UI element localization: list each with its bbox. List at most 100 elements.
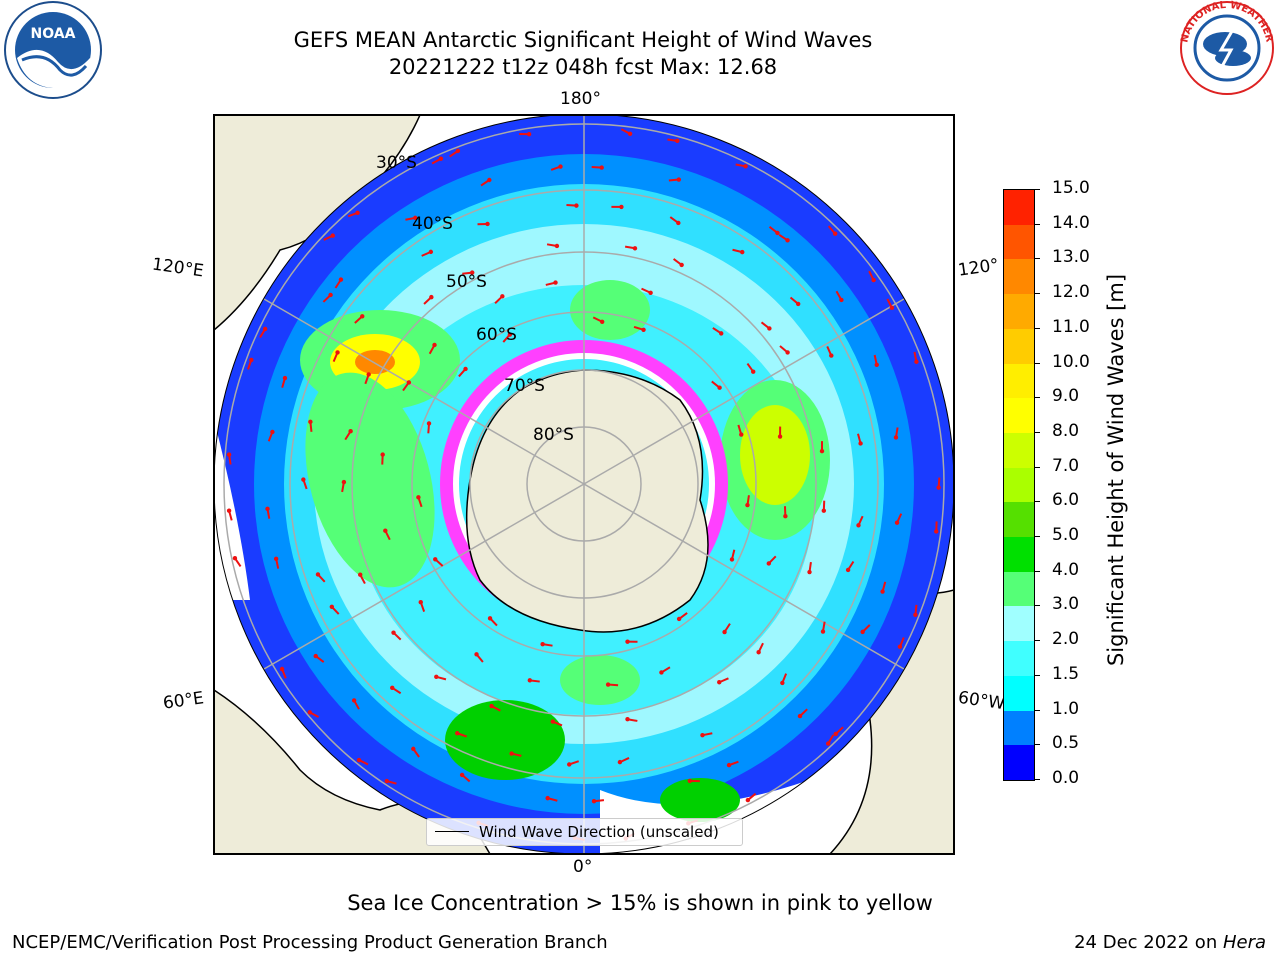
lat-label-40s: 40°S <box>412 214 453 234</box>
wave-direction-arrowhead <box>783 513 788 519</box>
wave-direction-arrowhead <box>858 441 863 446</box>
wave-direction-arrowhead <box>329 604 335 609</box>
wave-direction-arrowhead <box>366 372 371 377</box>
wave-direction-arrowhead <box>455 731 460 736</box>
wave-direction-arrowhead <box>819 448 825 454</box>
wave-direction-arrowhead <box>279 666 285 672</box>
wave-direction-arrowhead <box>553 280 558 285</box>
nws-logo: NATIONAL WEATHER SERVICE <box>1175 0 1275 95</box>
legend-label: Wind Wave Direction (unscaled) <box>479 823 719 841</box>
wave-direction-arrowhead <box>307 710 312 715</box>
wave-direction-arrowhead <box>358 572 363 577</box>
wave-direction-arrowhead <box>500 294 505 299</box>
wave-direction-arrowhead <box>270 429 275 435</box>
colorbar-label: Significant Height of Wind Waves [m] <box>1104 273 1128 667</box>
colorbar-segment <box>1004 571 1034 607</box>
footer-date-text: 24 Dec 2022 on <box>1074 932 1223 953</box>
wave-direction-arrowhead <box>722 629 727 635</box>
colorbar-tick-label: 7.0 <box>1052 455 1080 476</box>
wave-direction-arrowhead <box>348 429 353 434</box>
wave-direction-arrowhead <box>273 556 279 562</box>
wind-wave-arrows <box>226 128 941 841</box>
wave-direction-arrowhead <box>726 762 732 768</box>
wave-direction-arrowhead <box>455 148 461 154</box>
colorbar-segment <box>1004 745 1034 780</box>
colorbar-tick-mark <box>1034 223 1040 225</box>
wave-direction-arrowhead <box>335 350 340 355</box>
colorbar-segment <box>1004 190 1034 225</box>
wave-direction-arrowhead <box>719 331 724 336</box>
colorbar-segment <box>1004 502 1034 538</box>
wave-direction-arrowhead <box>554 243 560 249</box>
colorbar-tick-mark <box>1034 674 1040 676</box>
wave-direction-arrowhead <box>856 523 861 528</box>
wave-direction-arrowhead <box>880 589 885 594</box>
colorbar-segment <box>1004 294 1034 329</box>
colorbar-segment <box>1004 537 1034 572</box>
wave-direction-arrowhead <box>380 452 385 457</box>
wave-direction-arrowhead <box>249 357 254 363</box>
wave-direction-arrowhead <box>413 215 418 221</box>
legend-line <box>435 831 469 832</box>
wave-direction-arrowhead <box>341 479 347 485</box>
wave-direction-arrowhead <box>489 703 494 709</box>
wave-direction-arrowhead <box>432 342 437 348</box>
colorbar <box>1003 189 1035 781</box>
wave-direction-arrowhead <box>428 249 434 255</box>
wave-direction-arrowhead <box>474 652 479 657</box>
wave-direction-arrowhead <box>743 164 748 169</box>
colorbar-tick-mark <box>1034 362 1040 364</box>
wave-direction-arrowhead <box>540 641 545 647</box>
colorbar-tick-label: 0.0 <box>1052 768 1080 788</box>
lat-label-30s: 30°S <box>376 153 417 173</box>
wave-direction-arrowhead <box>845 567 851 573</box>
wave-direction-arrowhead <box>775 230 780 236</box>
colorbar-segment <box>1004 675 1034 711</box>
wave-direction-arrowhead <box>871 277 876 283</box>
wave-direction-arrowhead <box>265 506 270 512</box>
wave-direction-arrowhead <box>745 502 750 508</box>
wave-direction-arrowhead <box>617 759 623 765</box>
colorbar-tick-label: 15.0 <box>1052 178 1090 198</box>
wave-direction-arrowhead <box>889 305 895 311</box>
wave-direction-arrowhead <box>599 165 604 170</box>
wave-direction-arrowhead <box>829 353 834 358</box>
wave-direction-arrowhead <box>934 529 939 534</box>
wave-direction-arrowhead <box>825 741 831 746</box>
colorbar-segment <box>1004 328 1034 364</box>
wave-direction-arrowhead <box>509 751 514 756</box>
wave-direction-arrowhead <box>426 421 432 426</box>
wave-direction-arrowhead <box>308 419 313 425</box>
wave-direction-arrowhead <box>526 131 532 137</box>
wave-direction-arrowhead <box>679 262 684 268</box>
wave-direction-arrowhead <box>785 238 790 243</box>
wave-direction-arrowhead <box>574 203 579 208</box>
colorbar-tick-label: 8.0 <box>1052 420 1080 441</box>
wave-direction-arrowhead <box>383 528 388 533</box>
wave-direction-arrowhead <box>360 314 365 319</box>
colorbar-tick-label: 14.0 <box>1052 212 1090 233</box>
wave-direction-arrowhead <box>356 757 362 763</box>
colorbar-tick-mark <box>1034 570 1040 572</box>
lat-label-60s: 60°S <box>476 325 517 345</box>
colorbar-segment <box>1004 432 1034 468</box>
colorbar-segment <box>1004 641 1034 676</box>
wave-direction-arrowhead <box>355 210 360 216</box>
wave-direction-arrowhead <box>391 630 396 635</box>
wave-direction-arrowhead <box>459 772 465 778</box>
wave-direction-arrowhead <box>893 435 899 440</box>
wave-direction-arrowhead <box>262 326 268 332</box>
wave-direction-arrowhead <box>507 332 513 337</box>
wave-direction-arrowhead <box>226 452 232 457</box>
wave-direction-arrowhead <box>751 369 756 374</box>
wave-direction-arrowhead <box>729 557 735 562</box>
wave-direction-arrowhead <box>567 762 572 767</box>
wave-direction-arrowhead <box>487 616 493 621</box>
wave-direction-arrowhead <box>860 629 865 635</box>
colorbar-segment <box>1004 363 1034 399</box>
wave-direction-arrowhead <box>527 678 533 683</box>
wave-direction-arrowhead <box>675 138 680 144</box>
antarctica <box>465 369 709 633</box>
wave-direction-arrowhead <box>874 362 879 367</box>
wave-direction-arrowhead <box>676 177 682 182</box>
